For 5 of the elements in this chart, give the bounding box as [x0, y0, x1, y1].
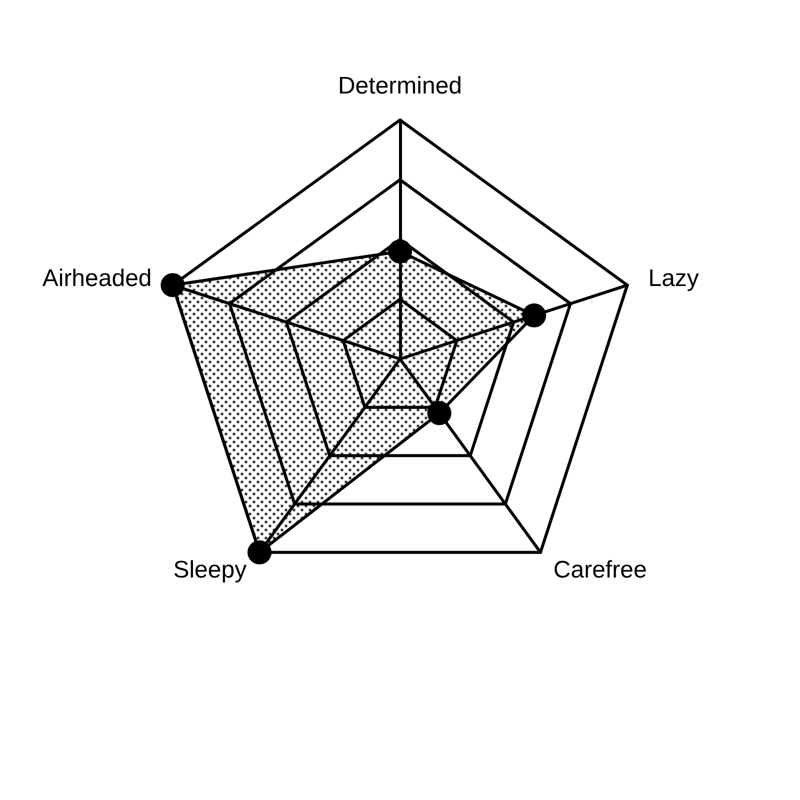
spoke-label: Carefree [553, 556, 647, 584]
spoke-label: Determined [338, 72, 462, 100]
spoke-label: Airheaded [42, 264, 152, 292]
spoke-label: Lazy [648, 264, 699, 292]
spoke-label: Sleepy [173, 556, 247, 584]
